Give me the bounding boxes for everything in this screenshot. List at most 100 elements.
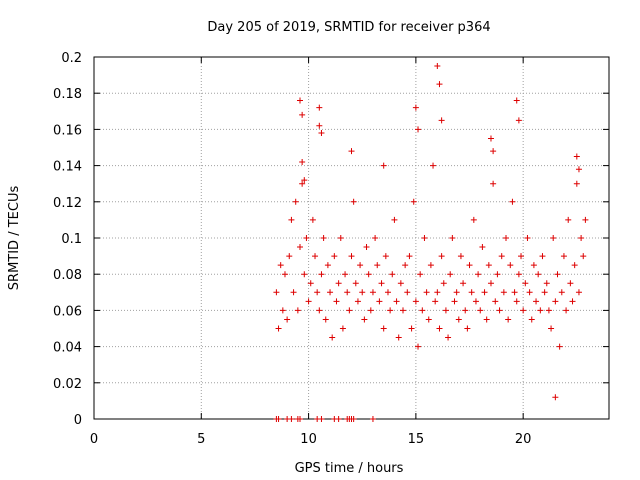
data-point [533,298,540,305]
data-point [483,316,490,323]
data-point [288,216,295,223]
data-point [445,334,452,341]
y-tick-label: 0.02 [53,377,82,392]
data-point [462,307,469,314]
y-tick-label: 0.18 [53,87,82,102]
data-point [354,298,361,305]
data-point [573,180,580,187]
data-point [578,235,585,241]
data-point [575,166,582,173]
data-point [387,307,394,314]
data-point [286,253,293,260]
data-point [333,298,340,305]
data-point [423,289,430,296]
data-point [487,280,494,287]
y-tick-label: 0.04 [53,341,82,356]
data-point [571,262,578,269]
data-point [412,104,419,111]
data-point [299,158,306,165]
data-point [335,416,342,422]
data-point [367,307,374,314]
data-point [447,271,454,278]
data-point [554,271,561,278]
data-point [301,177,308,184]
data-point [492,298,499,305]
data-point [275,325,282,332]
data-point [309,216,316,223]
data-point [511,289,518,296]
x-tick-label: 5 [197,432,205,447]
data-point [573,153,580,160]
data-point [297,244,303,251]
data-point [299,180,306,187]
data-point [384,289,391,296]
data-point [380,325,387,332]
data-point [518,253,525,260]
data-point [307,280,314,287]
data-point [432,298,439,305]
data-point [526,289,533,296]
data-point [365,271,372,278]
data-points [273,63,589,422]
data-point [430,162,437,169]
data-point [498,253,505,260]
data-point [507,262,514,269]
data-point [515,117,522,124]
data-point [552,394,559,401]
data-point [530,262,537,269]
data-point [475,271,482,278]
data-point [374,262,381,269]
data-point [357,262,364,269]
data-point [434,289,441,296]
data-point [312,253,319,260]
data-point [522,280,529,287]
data-point [442,307,449,314]
data-point [327,289,334,296]
data-point [509,198,516,205]
data-point [449,235,456,241]
data-point [539,253,546,260]
data-point [324,262,331,269]
y-tick-label: 0.14 [53,160,82,175]
data-point [391,216,398,223]
data-point [402,262,409,269]
data-point [548,325,555,332]
data-point [472,298,479,305]
y-tick-label: 0.2 [61,51,82,66]
data-point [466,262,473,269]
data-point [541,289,548,296]
data-point [543,280,550,287]
x-tick-label: 0 [90,432,98,447]
data-point [500,289,507,296]
data-point [460,280,467,287]
data-point [438,253,445,260]
data-point [565,216,572,223]
data-point [485,262,492,269]
data-point [348,253,355,260]
data-point [421,235,428,241]
data-point [303,235,310,241]
data-point [537,307,544,314]
data-point [415,126,422,133]
data-point [378,280,385,287]
data-point [369,289,376,296]
data-point [352,280,359,287]
data-point [481,289,488,296]
data-point [477,307,484,314]
data-point [490,148,497,155]
data-point [318,416,325,422]
data-point [331,253,338,260]
data-point [350,198,357,205]
data-point [297,97,303,104]
data-point [408,325,415,332]
data-point [560,253,567,260]
x-tick-label: 20 [515,432,532,447]
data-point [294,307,301,314]
data-point [415,343,422,350]
data-point [440,280,447,287]
data-point [344,289,351,296]
data-point [503,235,509,241]
data-point [369,416,376,422]
data-point [329,334,336,341]
data-point [451,298,458,305]
